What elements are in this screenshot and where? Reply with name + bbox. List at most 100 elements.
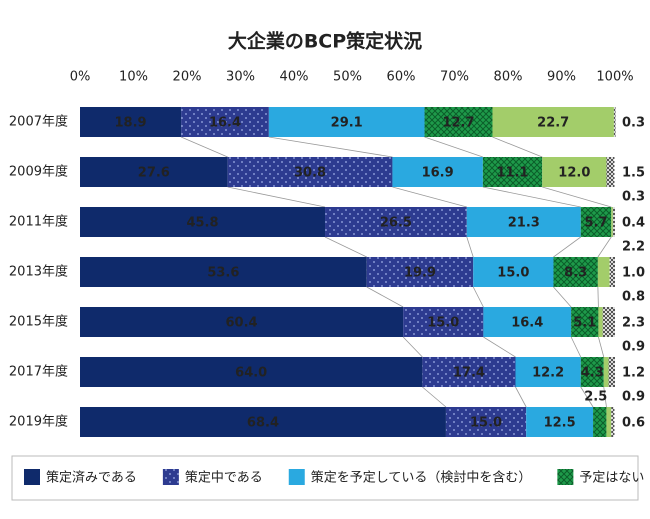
x-tick-label: 30% xyxy=(226,70,255,85)
bar-segment xyxy=(571,307,599,337)
bar-segment xyxy=(603,357,609,387)
bar-segment xyxy=(598,307,603,337)
value-label: 19.9 xyxy=(404,266,436,281)
value-label: 29.1 xyxy=(331,116,363,131)
value-label: 5.7 xyxy=(584,216,607,231)
connector-line xyxy=(466,236,474,258)
connector-line xyxy=(598,336,605,358)
value-label: 0.9 xyxy=(622,390,645,405)
x-tick-label: 70% xyxy=(440,70,469,85)
bar-segment xyxy=(609,257,615,287)
bar-segment xyxy=(597,257,610,287)
y-tick-label: 2007年度 xyxy=(9,114,68,130)
value-label: 2.3 xyxy=(622,316,645,331)
bar-segment xyxy=(80,407,446,437)
bar-segment xyxy=(608,357,615,387)
bar-segment xyxy=(602,307,615,337)
connector-line xyxy=(392,186,467,208)
value-label: 45.8 xyxy=(186,216,218,231)
bar-segment xyxy=(611,207,613,237)
value-label: 18.9 xyxy=(115,116,147,131)
bar-segment xyxy=(181,107,269,137)
value-label: 12.5 xyxy=(544,416,576,431)
x-tick-label: 60% xyxy=(387,70,416,85)
connector-line xyxy=(570,336,582,358)
connector-line xyxy=(472,286,484,308)
connector-line xyxy=(492,136,543,158)
bar-segment xyxy=(606,407,612,437)
value-label: 68.4 xyxy=(247,416,279,431)
x-tick-label: 100% xyxy=(596,70,633,85)
value-label: 16.9 xyxy=(422,166,454,181)
value-label: 60.4 xyxy=(226,316,258,331)
bar-segment xyxy=(515,357,581,387)
value-label: 15.0 xyxy=(470,416,502,431)
x-tick-label: 90% xyxy=(547,70,576,85)
connector-line xyxy=(580,386,594,408)
legend-label: 策定を予定している（検討中を含む） xyxy=(311,470,532,486)
x-tick-label: 20% xyxy=(173,70,202,85)
bar-segment xyxy=(424,107,493,137)
bar-segment xyxy=(473,257,554,287)
bar-segment xyxy=(403,307,484,337)
bar-segment xyxy=(80,357,423,387)
connector-line xyxy=(542,186,612,208)
value-label: 53.6 xyxy=(207,266,239,281)
bar-segment xyxy=(80,307,404,337)
legend-swatch xyxy=(24,469,40,485)
value-label: 2.5 xyxy=(584,390,607,405)
connector-line xyxy=(483,336,516,358)
bar-segment xyxy=(593,407,607,437)
bar-segment xyxy=(580,357,604,387)
bar-segment xyxy=(612,207,615,237)
bar-segment xyxy=(422,357,516,387)
value-label: 2.2 xyxy=(622,240,645,255)
value-label: 17.4 xyxy=(453,366,485,381)
y-tick-label: 2013年度 xyxy=(9,264,68,280)
connector-line xyxy=(402,336,423,358)
connector-line xyxy=(366,286,404,308)
bar-segment xyxy=(80,107,182,137)
connector-line xyxy=(424,136,483,158)
value-label: 0.9 xyxy=(622,340,645,355)
value-label: 4.3 xyxy=(581,366,604,381)
value-label: 0.4 xyxy=(622,216,645,231)
chart-title: 大企業のBCP策定状況 xyxy=(228,30,422,53)
connector-line xyxy=(553,286,572,308)
bar-segment xyxy=(80,257,367,287)
value-label: 21.3 xyxy=(508,216,540,231)
x-tick-label: 10% xyxy=(119,70,148,85)
connector-line xyxy=(324,236,367,258)
bar-segment xyxy=(553,257,598,287)
bar-segment xyxy=(325,207,467,237)
value-label: 0.3 xyxy=(622,116,645,131)
value-label: 0.8 xyxy=(622,290,645,305)
connector-line xyxy=(482,186,581,208)
y-tick-label: 2019年度 xyxy=(9,414,68,430)
x-tick-label: 40% xyxy=(280,70,309,85)
bar-segment xyxy=(366,257,474,287)
bar-segment xyxy=(482,157,543,187)
legend-swatch xyxy=(557,469,574,485)
value-label: 0.6 xyxy=(622,416,645,431)
x-tick-label: 50% xyxy=(333,70,362,85)
bar-segment xyxy=(542,157,607,187)
value-label: 1.0 xyxy=(622,266,645,281)
value-label: 0.3 xyxy=(622,190,645,205)
legend-label: 策定中である xyxy=(185,470,263,486)
value-label: 5.1 xyxy=(573,316,596,331)
value-label: 26.5 xyxy=(380,216,412,231)
bar-segment xyxy=(392,157,483,187)
legend-label: 策定済みである xyxy=(46,470,137,486)
x-tick-label: 0% xyxy=(70,70,91,85)
connector-line xyxy=(227,186,326,208)
bar-segment xyxy=(445,407,527,437)
connector-line xyxy=(553,236,581,258)
value-label: 1.5 xyxy=(622,166,645,181)
value-label: 64.0 xyxy=(235,366,267,381)
connector-line xyxy=(597,236,612,258)
value-label: 1.2 xyxy=(622,366,645,381)
value-label: 16.4 xyxy=(511,316,543,331)
bar-segment xyxy=(606,157,615,187)
